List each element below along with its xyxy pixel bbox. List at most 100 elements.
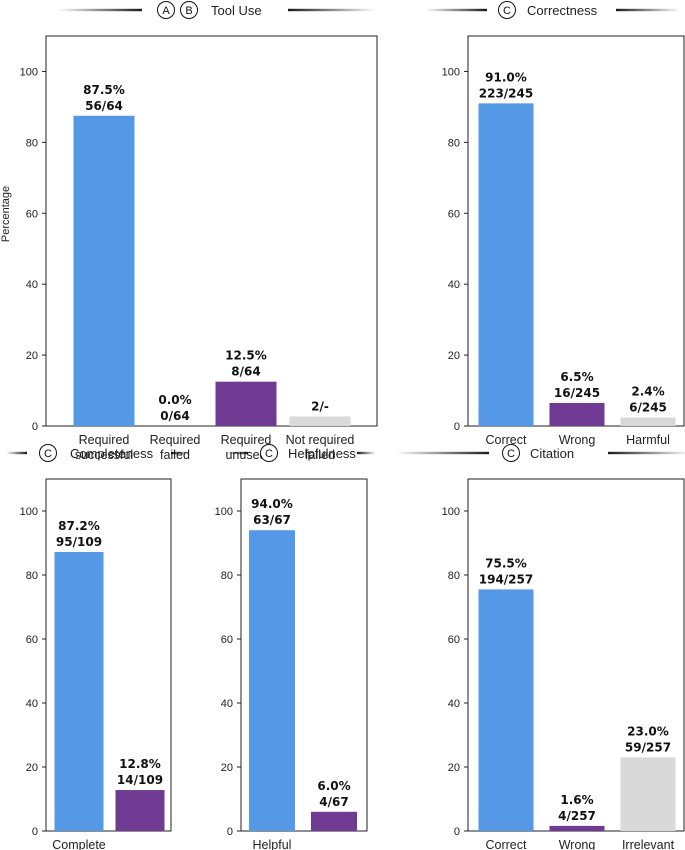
bar — [620, 417, 676, 426]
bar-value-label: 223/245 — [479, 86, 533, 100]
y-tick-label: 20 — [26, 350, 38, 362]
bar-value-label: 0/64 — [160, 409, 189, 423]
panel-title: Completeness — [70, 446, 154, 461]
title-rule-left — [6, 451, 27, 455]
bar-value-label: 91.0% — [485, 70, 527, 84]
title-rule-right — [171, 451, 190, 455]
bar-value-label: 0.0% — [158, 393, 191, 407]
y-tick-label: 40 — [448, 698, 460, 710]
y-tick-label: 80 — [26, 570, 38, 582]
panel-frame — [45, 35, 378, 427]
category-label: Harmful — [626, 433, 670, 447]
y-tick-label: 100 — [20, 506, 38, 518]
bar-value-label: 94.0% — [251, 497, 293, 511]
y-tick-label: 80 — [221, 570, 233, 582]
panel-badge-letter: C — [503, 5, 511, 17]
bar-value-label: 12.8% — [119, 757, 161, 771]
bar-value-label: 87.5% — [83, 83, 125, 97]
bar-value-label: 2/- — [311, 399, 329, 413]
bar — [54, 551, 104, 831]
category-label: Wrong — [559, 838, 596, 850]
bar-value-label: 87.2% — [58, 519, 100, 533]
panel-badge-letter: C — [507, 448, 515, 460]
category-label: Not required — [286, 433, 355, 447]
y-tick-label: 100 — [215, 506, 233, 518]
panel-title: Tool Use — [211, 3, 262, 18]
category-label: Wrong — [559, 433, 596, 447]
bar — [478, 103, 534, 426]
bar-value-label: 6/245 — [629, 400, 667, 414]
category-label: Correct — [486, 838, 528, 850]
y-tick-label: 60 — [448, 634, 460, 646]
bar — [549, 402, 605, 426]
y-tick-label: 20 — [448, 762, 460, 774]
bar-value-label: 4/257 — [558, 809, 596, 823]
bar-value-label: 6.0% — [317, 779, 350, 793]
bar — [620, 757, 676, 831]
category-label: successful — [75, 448, 133, 462]
y-tick-label: 100 — [442, 506, 460, 518]
bar — [478, 589, 534, 831]
panel-badge — [498, 1, 516, 19]
bar-value-label: 8/64 — [231, 365, 260, 379]
panel-title: Helpfulness — [288, 446, 356, 461]
bar-value-label: 2.4% — [631, 384, 664, 398]
category-label: Correct — [486, 433, 528, 447]
bar — [115, 790, 165, 831]
category-label: Required — [150, 433, 201, 447]
bar-value-label: 95/109 — [56, 535, 102, 549]
bar — [549, 825, 605, 831]
bar — [215, 381, 277, 426]
y-tick-label: 40 — [448, 279, 460, 291]
y-tick-label: 60 — [26, 634, 38, 646]
y-tick-label: 100 — [20, 66, 38, 78]
bar-value-label: 194/257 — [479, 572, 533, 586]
bar — [249, 530, 295, 831]
panel-badge-letter: C — [265, 448, 273, 460]
y-tick-label: 80 — [26, 137, 38, 149]
y-tick-label: 60 — [448, 208, 460, 220]
y-tick-label: 0 — [32, 826, 38, 838]
y-tick-label: 40 — [221, 698, 233, 710]
category-label: failed — [160, 448, 190, 462]
bar-value-label: 16/245 — [554, 386, 600, 400]
category-label: Complete — [52, 838, 106, 850]
title-rule-left — [58, 8, 142, 12]
panel-frame — [240, 478, 368, 832]
y-tick-label: 80 — [448, 137, 460, 149]
title-rule-right — [357, 451, 376, 455]
y-axis-label: Percentage — [0, 186, 12, 242]
y-tick-label: 100 — [442, 66, 460, 78]
category-label: failed — [305, 448, 335, 462]
bar-value-label: 63/67 — [253, 513, 291, 527]
category-label: unused — [225, 448, 266, 462]
title-rule-right — [616, 8, 680, 12]
category-label: Helpful — [253, 838, 292, 850]
bar-value-label: 1.6% — [560, 793, 593, 807]
category-label: _ — [330, 838, 339, 850]
y-tick-label: 0 — [32, 421, 38, 433]
bar — [311, 811, 357, 831]
panel-badge — [157, 1, 175, 19]
panel-badge-letter: C — [44, 448, 52, 460]
bar — [73, 115, 135, 426]
y-tick-label: 20 — [448, 350, 460, 362]
category-label: _ — [136, 838, 145, 850]
bar-value-label: 12.5% — [225, 349, 267, 363]
y-tick-label: 80 — [448, 570, 460, 582]
bar-value-label: 14/109 — [117, 773, 163, 787]
y-tick-label: 0 — [454, 826, 460, 838]
bar-value-label: 23.0% — [627, 724, 669, 738]
y-tick-label: 60 — [26, 208, 38, 220]
panel-badge-letter: B — [185, 5, 192, 17]
panel-badge-letter: A — [162, 5, 170, 17]
panel-badge — [260, 444, 278, 462]
panel-badge — [180, 1, 198, 19]
y-tick-label: 60 — [221, 634, 233, 646]
panel-title: Correctness — [527, 3, 598, 18]
y-tick-label: 40 — [26, 279, 38, 291]
panel-frame — [45, 478, 172, 832]
panel-badge — [39, 444, 57, 462]
title-rule-left — [396, 451, 489, 455]
